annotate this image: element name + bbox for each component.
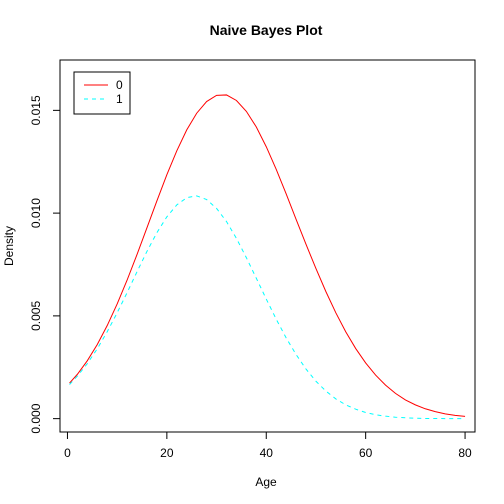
legend-label-1: 1 <box>116 92 123 106</box>
x-axis: 0 20 40 60 80 <box>64 431 472 460</box>
y-tick-label: 0.005 <box>29 301 43 331</box>
x-tick-label: 60 <box>359 446 373 460</box>
x-tick-label: 80 <box>458 446 472 460</box>
x-axis-label: Age <box>255 475 277 489</box>
x-tick-label: 20 <box>160 446 174 460</box>
y-tick-label: 0.015 <box>29 95 43 125</box>
legend: 01 <box>73 71 131 115</box>
series-layer <box>69 94 466 420</box>
y-tick-label: 0.000 <box>29 403 43 433</box>
y-axis: 0.000 0.005 0.010 0.015 <box>29 95 61 434</box>
legend-label-0: 0 <box>116 78 123 92</box>
x-tick-label: 0 <box>64 446 71 460</box>
series-line-1 <box>69 195 466 420</box>
x-tick-label: 40 <box>260 446 274 460</box>
y-tick-label: 0.010 <box>29 198 43 228</box>
y-axis-label: Density <box>2 226 16 266</box>
series-line-0 <box>69 94 466 417</box>
plot-area-frame <box>59 59 476 433</box>
legend-box <box>73 71 131 115</box>
chart-title: Naive Bayes Plot <box>210 22 323 38</box>
